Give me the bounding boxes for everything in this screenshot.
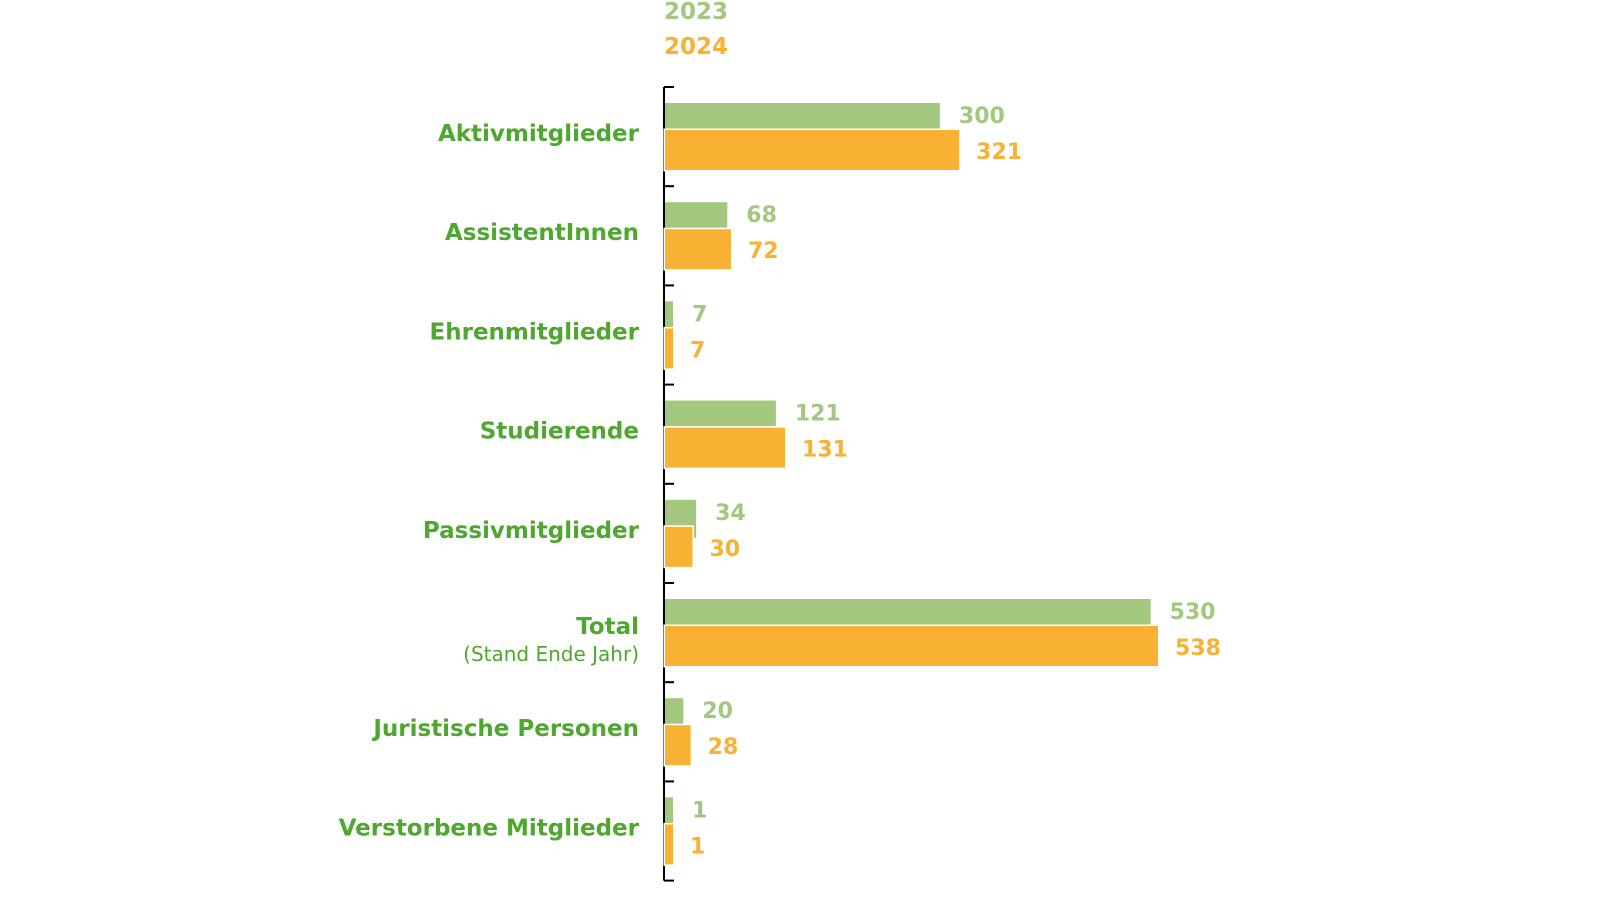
value-label-2024: 72 [748, 239, 779, 264]
bar-2024 [663, 822, 675, 866]
value-label-2023: 300 [959, 104, 1005, 129]
legend-2024: 2024 [664, 34, 728, 60]
category-label: Verstorbene Mitglieder [339, 815, 640, 841]
value-label-2024: 30 [709, 537, 740, 562]
value-label-2023: 1 [692, 798, 707, 823]
category-label: Total [576, 614, 639, 640]
value-label-2023: 20 [702, 699, 733, 724]
bar-2023 [665, 797, 673, 836]
bar-2024 [663, 525, 694, 569]
value-label-2023: 121 [795, 402, 841, 427]
value-label-2024: 131 [802, 438, 848, 463]
value-label-2023: 7 [692, 302, 707, 327]
category-label: Aktivmitglieder [438, 121, 640, 147]
category-label: AssistentInnen [445, 220, 639, 246]
category-label: Passivmitglieder [423, 518, 640, 544]
value-label-2023: 68 [746, 203, 777, 228]
value-label-2024: 538 [1175, 636, 1221, 661]
value-label-2023: 530 [1170, 600, 1216, 625]
value-label-2024: 7 [690, 338, 705, 363]
bar-2024 [663, 227, 733, 271]
value-label-2024: 321 [976, 140, 1022, 165]
bar-2024 [663, 326, 675, 370]
bar-2024 [663, 128, 961, 172]
category-label: Ehrenmitglieder [430, 319, 640, 345]
category-sublabel: (Stand Ende Jahr) [463, 642, 639, 666]
legend-2023: 2023 [664, 0, 728, 25]
bar-2024 [663, 723, 693, 767]
category-label: Juristische Personen [371, 716, 639, 742]
value-label-2024: 1 [690, 834, 705, 859]
value-label-2024: 28 [708, 735, 739, 760]
category-label: Studierende [480, 419, 639, 445]
bar-2024 [663, 624, 1160, 668]
value-label-2023: 34 [715, 501, 746, 526]
bar-2023 [665, 301, 673, 340]
bar-2024 [663, 426, 787, 470]
